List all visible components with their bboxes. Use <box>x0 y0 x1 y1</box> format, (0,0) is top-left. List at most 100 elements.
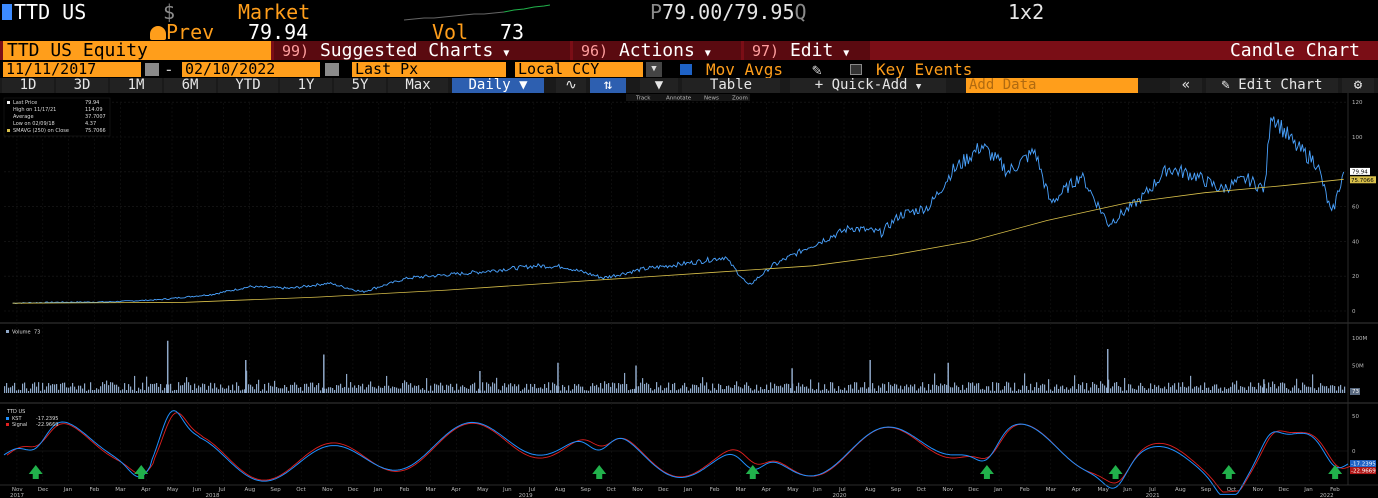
volume-bar <box>1242 386 1244 393</box>
start-date-field[interactable]: 11/11/2017 <box>3 62 141 77</box>
gear-icon[interactable]: ⚙ <box>1342 78 1374 93</box>
volume-bar <box>950 387 952 393</box>
volume-bar <box>1298 388 1300 393</box>
volume-bar <box>878 385 880 393</box>
pencil-icon[interactable]: ✎ <box>812 60 822 79</box>
kst-tag-value: -17.2395 <box>1351 462 1376 468</box>
volume-bar <box>526 383 528 393</box>
range-1m-button[interactable]: 1M <box>110 78 162 93</box>
volume-bar <box>1060 386 1062 393</box>
security-field[interactable]: TTD US Equity <box>3 41 271 60</box>
volume-bar <box>920 386 922 393</box>
volume-bar <box>1246 389 1248 393</box>
currency-selector[interactable]: Local CCY <box>515 62 643 77</box>
volume-bar <box>4 386 6 393</box>
range-1y-button[interactable]: 1Y <box>280 78 332 93</box>
volume-bar <box>1206 387 1208 393</box>
track-tool[interactable]: Track <box>635 96 651 102</box>
volume-bar <box>880 387 882 393</box>
field-selector[interactable]: Last Px <box>352 62 506 77</box>
range-max-button[interactable]: Max <box>388 78 448 93</box>
volume-bar <box>692 384 694 393</box>
volume-bar <box>384 385 386 393</box>
volume-bar <box>1320 383 1322 393</box>
volume-bar <box>650 387 652 393</box>
volume-bar <box>1108 379 1110 393</box>
x-tick-label: May <box>787 487 799 493</box>
volume-bar <box>872 383 874 393</box>
x-tick-label: Apr <box>761 487 771 493</box>
volume-bar <box>926 390 928 393</box>
calendar-icon[interactable] <box>145 63 159 76</box>
calendar-icon[interactable] <box>325 63 339 76</box>
volume-bar <box>1342 389 1344 393</box>
table-button[interactable]: Table <box>682 78 780 93</box>
volume-bar <box>1202 389 1204 393</box>
volume-bar <box>1292 387 1294 393</box>
chart-area[interactable]: Track Annotate News Zoom Last Price 79.94… <box>0 93 1378 498</box>
volume-bar <box>1150 383 1152 393</box>
volume-bar <box>494 383 496 393</box>
volume-bar <box>1220 387 1222 393</box>
line-chart-icon[interactable]: ∿ <box>556 78 586 93</box>
volume-bar <box>742 388 744 393</box>
ticker[interactable]: TTD US <box>14 0 87 24</box>
range-5y-button[interactable]: 5Y <box>334 78 386 93</box>
volume-bar <box>30 388 32 393</box>
actions-menu[interactable]: 96) Actions ▼ <box>573 41 741 60</box>
volume-bar <box>1112 386 1114 393</box>
chevron-down-icon[interactable]: ▼ <box>640 78 678 93</box>
volume-bar <box>1244 387 1246 393</box>
collapse-icon[interactable]: « <box>1170 78 1202 93</box>
edit-menu[interactable]: 97) Edit ▼ <box>744 41 870 60</box>
volume-label: Vol <box>432 20 469 44</box>
x-tick-label: Oct <box>917 487 927 493</box>
volume-bar <box>470 385 472 393</box>
volume-bar <box>52 384 54 393</box>
period-selector[interactable]: Daily ▼ <box>452 78 544 93</box>
volume-bar <box>1136 389 1138 393</box>
volume-bar <box>1050 389 1052 393</box>
news-tool[interactable]: News <box>704 96 719 102</box>
end-date-field[interactable]: 02/10/2022 <box>182 62 320 77</box>
volume-bar <box>1240 386 1242 393</box>
x-tick-label: Apr <box>1072 487 1082 493</box>
quick-add-button[interactable]: + Quick-Add ▼ <box>790 78 946 93</box>
volume-bar <box>194 383 196 393</box>
edit-chart-button[interactable]: ✎ Edit Chart <box>1206 78 1338 93</box>
volume-bar <box>16 390 18 393</box>
y-tick-label: 100M <box>1352 336 1367 342</box>
volume-bar <box>868 387 870 393</box>
volume-bar <box>869 360 871 393</box>
volume-bar <box>444 390 446 393</box>
chevron-down-icon[interactable]: ▼ <box>646 62 662 77</box>
x-tick-label: Oct <box>296 487 306 493</box>
volume-bar <box>914 384 916 393</box>
chart-style-icon[interactable]: ⇅ <box>590 78 626 93</box>
volume-bar <box>557 362 559 393</box>
x-tick-label: Jul <box>838 487 846 493</box>
volume-bar <box>1004 386 1006 393</box>
volume-bar <box>206 389 208 393</box>
volume-bar <box>226 388 228 393</box>
volume-bar <box>828 390 830 393</box>
volume-bar <box>554 383 556 393</box>
volume-bar <box>245 360 247 393</box>
range-ytd-button[interactable]: YTD <box>218 78 278 93</box>
range-3d-button[interactable]: 3D <box>56 78 108 93</box>
key-events-checkbox[interactable] <box>850 64 862 75</box>
suggested-charts-menu[interactable]: 99) Suggested Charts ▼ <box>274 41 570 60</box>
volume-bar <box>1268 382 1270 393</box>
grid <box>0 93 1378 485</box>
volume-bar <box>288 390 290 393</box>
add-data-input[interactable]: Add Data <box>966 78 1138 93</box>
volume-bar <box>534 384 536 393</box>
range-6m-button[interactable]: 6M <box>164 78 216 93</box>
mov-avgs-checkbox[interactable] <box>680 64 692 75</box>
range-1d-button[interactable]: 1D <box>2 78 54 93</box>
kst-tag <box>1350 460 1376 468</box>
layout-selector[interactable]: 1x2 <box>1008 0 1045 24</box>
zoom-tool[interactable]: Zoom <box>732 96 748 102</box>
volume-bar <box>284 384 286 393</box>
annotate-tool[interactable]: Annotate <box>666 96 692 102</box>
